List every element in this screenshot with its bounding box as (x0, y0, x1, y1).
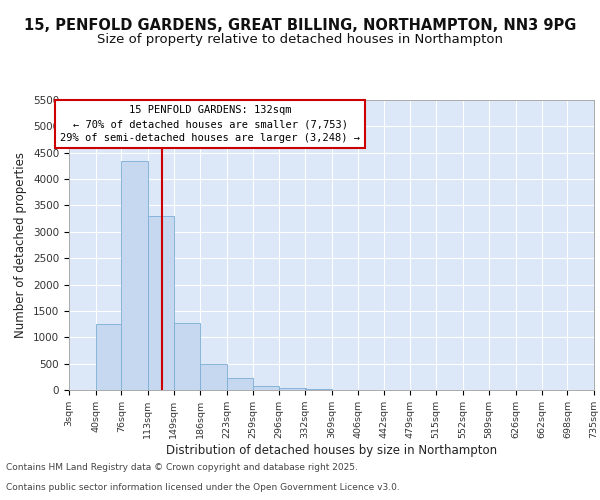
Bar (174, 322, 200, 390)
Bar (227, 378, 253, 390)
X-axis label: Distribution of detached houses by size in Northampton: Distribution of detached houses by size … (166, 444, 497, 457)
Bar (121, 160, 148, 390)
Text: 15, PENFOLD GARDENS, GREAT BILLING, NORTHAMPTON, NN3 9PG: 15, PENFOLD GARDENS, GREAT BILLING, NORT… (24, 18, 576, 32)
Bar (279, 388, 305, 390)
Y-axis label: Number of detached properties: Number of detached properties (14, 152, 28, 338)
Bar (253, 386, 279, 390)
Text: Contains HM Land Registry data © Crown copyright and database right 2025.: Contains HM Land Registry data © Crown c… (6, 464, 358, 472)
Bar (95, 324, 122, 390)
Bar (148, 216, 175, 390)
Text: Size of property relative to detached houses in Northampton: Size of property relative to detached ho… (97, 32, 503, 46)
Text: 15 PENFOLD GARDENS: 132sqm
← 70% of detached houses are smaller (7,753)
29% of s: 15 PENFOLD GARDENS: 132sqm ← 70% of deta… (60, 106, 360, 144)
Bar (200, 364, 227, 390)
Text: Contains public sector information licensed under the Open Government Licence v3: Contains public sector information licen… (6, 484, 400, 492)
